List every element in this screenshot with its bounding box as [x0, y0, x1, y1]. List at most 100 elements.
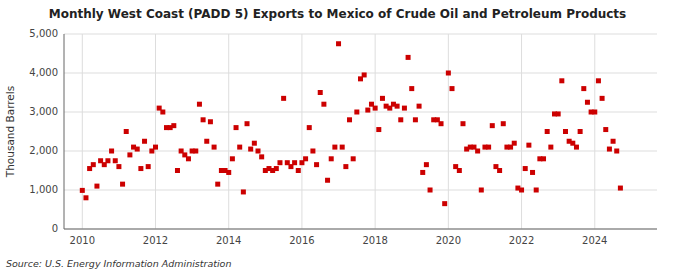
point	[135, 147, 140, 152]
point	[336, 41, 341, 46]
point	[600, 96, 605, 101]
point	[457, 168, 462, 173]
point	[186, 156, 191, 161]
y-grid-line	[64, 190, 657, 191]
grid	[64, 34, 657, 229]
point	[160, 110, 165, 115]
point	[226, 170, 231, 175]
x-tick-label: 2016	[289, 235, 314, 246]
point	[402, 106, 407, 111]
point	[479, 188, 484, 193]
point	[204, 139, 209, 144]
point	[256, 149, 261, 154]
point	[512, 141, 517, 146]
point	[424, 162, 429, 167]
point	[277, 160, 282, 165]
point	[351, 156, 356, 161]
point	[296, 168, 301, 173]
x-grid-line	[155, 34, 156, 229]
point	[475, 149, 480, 154]
point	[526, 143, 531, 148]
y-grid-line	[64, 73, 657, 74]
points	[80, 41, 623, 206]
point	[519, 188, 524, 193]
point	[592, 110, 597, 115]
point	[585, 100, 590, 105]
point	[347, 117, 352, 122]
point	[460, 121, 465, 126]
point	[248, 147, 253, 152]
point	[376, 127, 381, 132]
point	[406, 55, 411, 60]
point	[373, 106, 378, 111]
axes: 01,0002,0003,0004,0005,00020102012201420…	[29, 28, 657, 246]
x-tick-label: 2012	[143, 235, 168, 246]
x-grid-line	[521, 34, 522, 229]
point	[197, 102, 202, 107]
point	[545, 129, 550, 134]
y-tick-label: 2,000	[29, 145, 58, 156]
point	[490, 123, 495, 128]
x-axis-line	[64, 229, 657, 230]
y-tick-label: 4,000	[29, 67, 58, 78]
point	[153, 145, 158, 150]
y-grid-line	[64, 112, 657, 113]
point	[486, 145, 491, 150]
point	[428, 188, 433, 193]
point	[259, 154, 264, 159]
point	[146, 164, 151, 169]
point	[523, 166, 528, 171]
point	[574, 145, 579, 150]
x-grid-line	[82, 34, 83, 229]
point	[208, 119, 213, 124]
point	[215, 182, 220, 187]
point	[501, 121, 506, 126]
y-tick-label: 1,000	[29, 184, 58, 195]
point	[175, 168, 180, 173]
y-tick-label: 5,000	[29, 28, 58, 39]
point	[321, 102, 326, 107]
point	[417, 104, 422, 109]
point	[241, 189, 246, 194]
point	[329, 156, 334, 161]
x-tick-label: 2024	[582, 235, 607, 246]
point	[230, 156, 235, 161]
point	[446, 71, 451, 76]
point	[314, 162, 319, 167]
point	[607, 147, 612, 152]
x-grid-line	[301, 34, 302, 229]
y-axis-label: Thousand Barrels	[4, 86, 16, 178]
point	[91, 162, 96, 167]
point	[124, 129, 129, 134]
point	[530, 170, 535, 175]
point	[332, 145, 337, 150]
point	[113, 158, 118, 163]
point	[596, 78, 601, 83]
point	[409, 86, 414, 91]
x-grid-line	[375, 34, 376, 229]
point	[603, 127, 608, 132]
point	[142, 139, 147, 144]
point	[120, 182, 125, 187]
y-tick-label: 3,000	[29, 106, 58, 117]
point	[94, 184, 99, 189]
point	[362, 72, 367, 77]
y-tick-label: 0	[52, 223, 58, 234]
point	[541, 156, 546, 161]
point	[563, 129, 568, 134]
point	[534, 188, 539, 193]
x-tick-label: 2020	[436, 235, 461, 246]
point	[252, 141, 257, 146]
point	[325, 178, 330, 183]
point	[365, 108, 370, 113]
point	[237, 145, 242, 150]
point	[450, 86, 455, 91]
point	[307, 125, 312, 130]
point	[234, 125, 239, 130]
chart: 01,0002,0003,0004,0005,00020102012201420…	[0, 0, 675, 275]
point	[105, 158, 110, 163]
point	[281, 96, 286, 101]
point	[310, 149, 315, 154]
point	[398, 117, 403, 122]
point	[439, 121, 444, 126]
